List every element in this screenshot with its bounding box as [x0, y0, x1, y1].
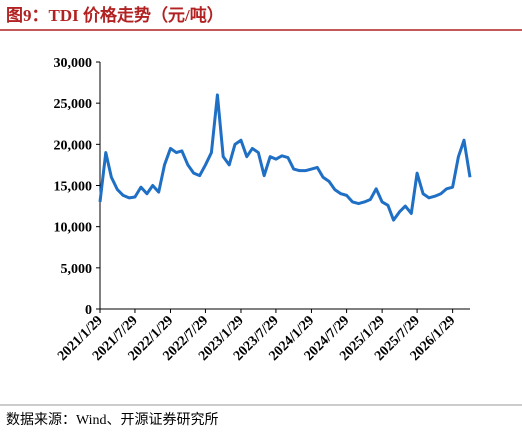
y-tick-label: 30,000 [54, 56, 93, 71]
y-tick-label: 5,000 [61, 262, 93, 277]
y-tick-label: 20,000 [54, 138, 93, 153]
y-tick-label: 15,000 [54, 180, 93, 195]
y-tick-label: 0 [85, 303, 92, 318]
chart-title: 图9：TDI 价格走势（元/吨） [6, 5, 224, 25]
price-line [98, 93, 472, 222]
y-tick-label: 25,000 [54, 97, 93, 112]
y-tick-label: 10,000 [54, 221, 93, 236]
source-note: 数据来源：Wind、开源证券研究所 [6, 412, 219, 428]
